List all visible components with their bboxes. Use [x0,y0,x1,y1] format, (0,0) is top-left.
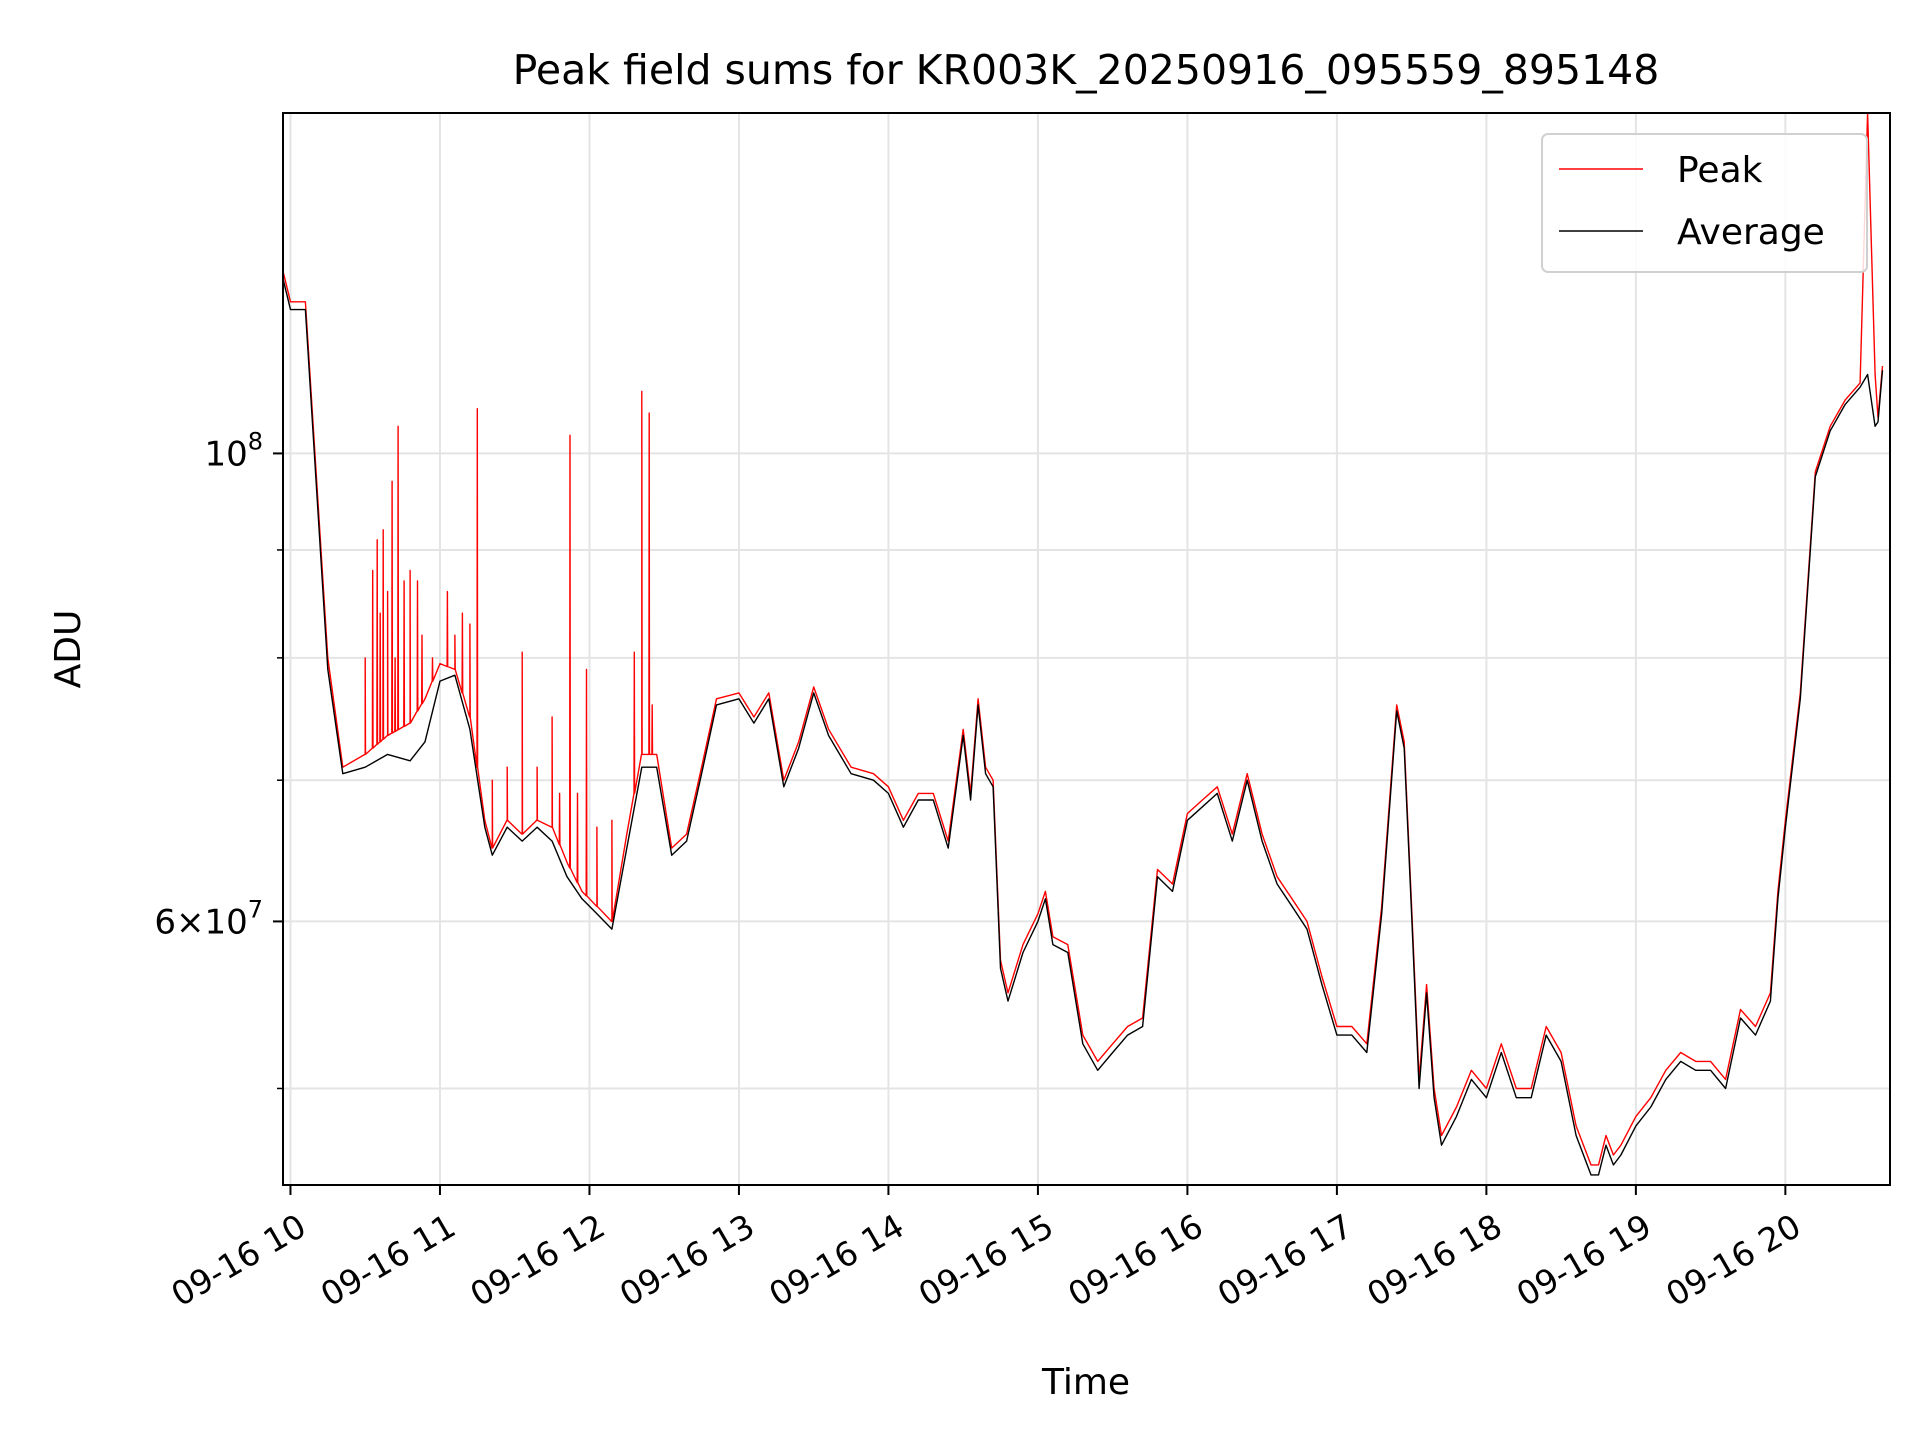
y-tick-label: 6×107 [154,895,263,942]
y-tick-label: 108 [204,427,263,474]
legend-average-label: Average [1677,212,1825,253]
chart-title: Peak field sums for KR003K_20250916_0955… [513,46,1660,94]
y-axis-label: ADU [48,610,89,689]
legend: Peak Average [1541,133,1868,273]
series-clip-group [283,113,1884,1176]
plot-frame [282,112,1891,1186]
series-line-average [283,278,1884,1176]
legend-peak-label: Peak [1677,150,1763,191]
grid [283,113,1890,1185]
x-axis-label: Time [1041,1362,1130,1403]
series-layer [283,113,1884,1176]
y-axis-ticks: 108 6×107 [154,427,283,1090]
